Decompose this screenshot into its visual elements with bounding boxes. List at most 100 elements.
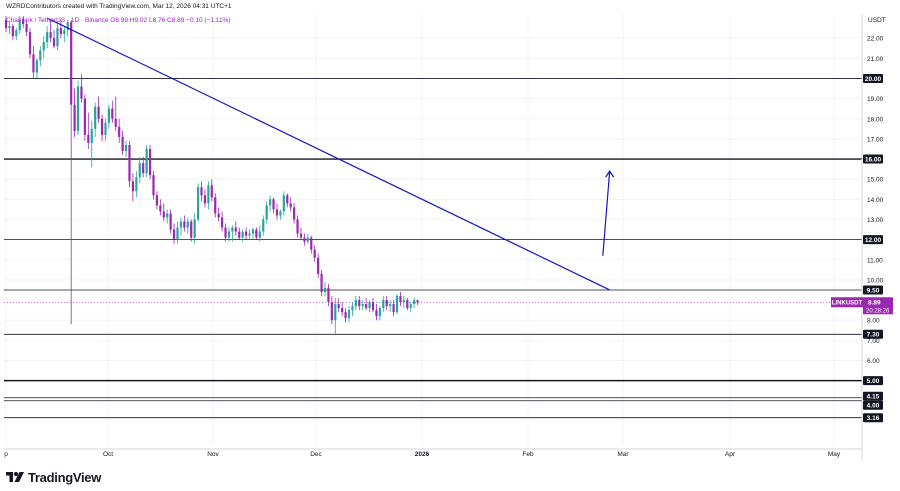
candle-body	[317, 257, 320, 274]
level-tag	[863, 400, 883, 410]
candle-body	[385, 300, 388, 307]
candle-body	[310, 237, 313, 250]
candle-body	[351, 306, 354, 311]
price-axis[interactable]: 22.00 21.00 19.00 18.00 17.00 15.00 14.00 13.00…	[861, 14, 884, 461]
time-tick-label: Oct	[103, 451, 113, 458]
level-tag	[863, 154, 883, 164]
candle-body	[395, 296, 399, 313]
time-tick-label: p	[4, 451, 8, 458]
candle-body	[392, 304, 395, 313]
candle-body	[22, 20, 25, 25]
candle-body	[413, 300, 416, 305]
candle-body	[334, 304, 337, 321]
candle-body	[258, 231, 261, 238]
trendline	[46, 17, 610, 291]
candle-body	[248, 233, 251, 236]
candle-body	[87, 134, 90, 143]
candle-body	[399, 296, 402, 303]
candle-body	[83, 98, 86, 135]
candle-body	[32, 54, 35, 73]
level-tag	[863, 329, 883, 339]
candle-body	[100, 118, 104, 135]
candle-body	[166, 213, 169, 218]
candle-body	[337, 304, 340, 309]
candle-body	[70, 22, 73, 105]
tradingview-logo[interactable]: TradingView	[6, 469, 101, 485]
price-tick-label: 7.00	[867, 338, 880, 345]
candle-body	[121, 136, 124, 151]
price-tick-label: 13.00	[867, 217, 884, 224]
level-tag-label: 4.00	[867, 403, 880, 410]
level-tag	[863, 413, 883, 423]
candle-body	[255, 229, 258, 238]
candle-body	[296, 219, 299, 234]
time-tick-label: Dec	[310, 451, 322, 458]
candle-body	[35, 60, 38, 73]
candle-body	[265, 205, 268, 220]
level-tag	[863, 235, 883, 245]
candle-body	[104, 122, 107, 135]
level-tag	[863, 285, 883, 295]
time-tick-label: Mar	[617, 451, 629, 458]
price-tick-label: 11.00	[867, 257, 883, 264]
candle-body	[118, 126, 121, 137]
price-tick-label: 18.00	[867, 116, 884, 123]
candle-body	[63, 30, 66, 35]
candle-body	[354, 300, 357, 307]
candle-body	[207, 185, 210, 204]
price-tick-label: 8.00	[867, 318, 880, 325]
candle-body	[282, 195, 285, 212]
level-tag-label: 12.00	[865, 237, 882, 244]
candle-body	[28, 32, 32, 55]
candle-body	[358, 300, 361, 307]
time-tick-label: Apr	[725, 451, 736, 458]
candle-body	[286, 195, 289, 204]
candle-body	[142, 163, 145, 174]
currency-label: USDT	[868, 17, 886, 24]
candle-body	[169, 213, 172, 230]
candle-body	[172, 229, 176, 240]
candle-body	[80, 86, 83, 99]
candle-body	[220, 217, 224, 228]
candle-body	[56, 28, 59, 47]
symbol-tag-label: LINKUSDT	[832, 301, 863, 307]
candle-body	[365, 304, 368, 309]
candle-body	[186, 221, 189, 228]
candle-body	[200, 187, 203, 196]
last-price-label: 8.89	[868, 300, 881, 307]
candle-body	[313, 249, 316, 258]
candle-body	[347, 310, 351, 319]
level-tag-label: 5.00	[867, 378, 880, 385]
symbol-legend[interactable]: Chainlink / TetherUS · 1D · Binance O8.9…	[6, 17, 231, 24]
level-tag	[863, 73, 883, 83]
price-tick-label: 14.00	[867, 197, 884, 204]
candle-body	[323, 287, 327, 292]
candle-body	[8, 26, 11, 29]
candle-body	[406, 300, 409, 309]
candle-body	[409, 304, 412, 309]
candle-body	[262, 219, 265, 232]
price-tick-label: 19.00	[867, 96, 884, 103]
candle-body	[320, 273, 323, 292]
candle-body	[11, 26, 14, 37]
candle-body	[145, 148, 148, 174]
candle-body	[193, 219, 196, 238]
candle-body	[389, 304, 392, 307]
level-tag-label: 3.16	[867, 415, 880, 422]
candle-body	[135, 177, 138, 192]
candle-body	[341, 308, 344, 313]
candle-body	[217, 213, 220, 218]
time-axis[interactable]: p Oct Nov Dec 2026 Feb Mar Apr May	[4, 448, 862, 458]
candle-body	[306, 237, 309, 242]
last-price-tag	[863, 297, 893, 315]
candle-body	[97, 106, 100, 119]
candle-body	[124, 144, 128, 151]
candle-body	[46, 32, 49, 43]
level-tag-label: 4.15	[867, 394, 880, 401]
candle-body	[234, 227, 237, 232]
chart-credit: WZRDContributors created with TradingVie…	[6, 3, 232, 10]
level-tag-label: 7.30	[867, 332, 880, 339]
price-tick-label: 6.00	[867, 358, 880, 365]
candle-body	[231, 227, 234, 232]
